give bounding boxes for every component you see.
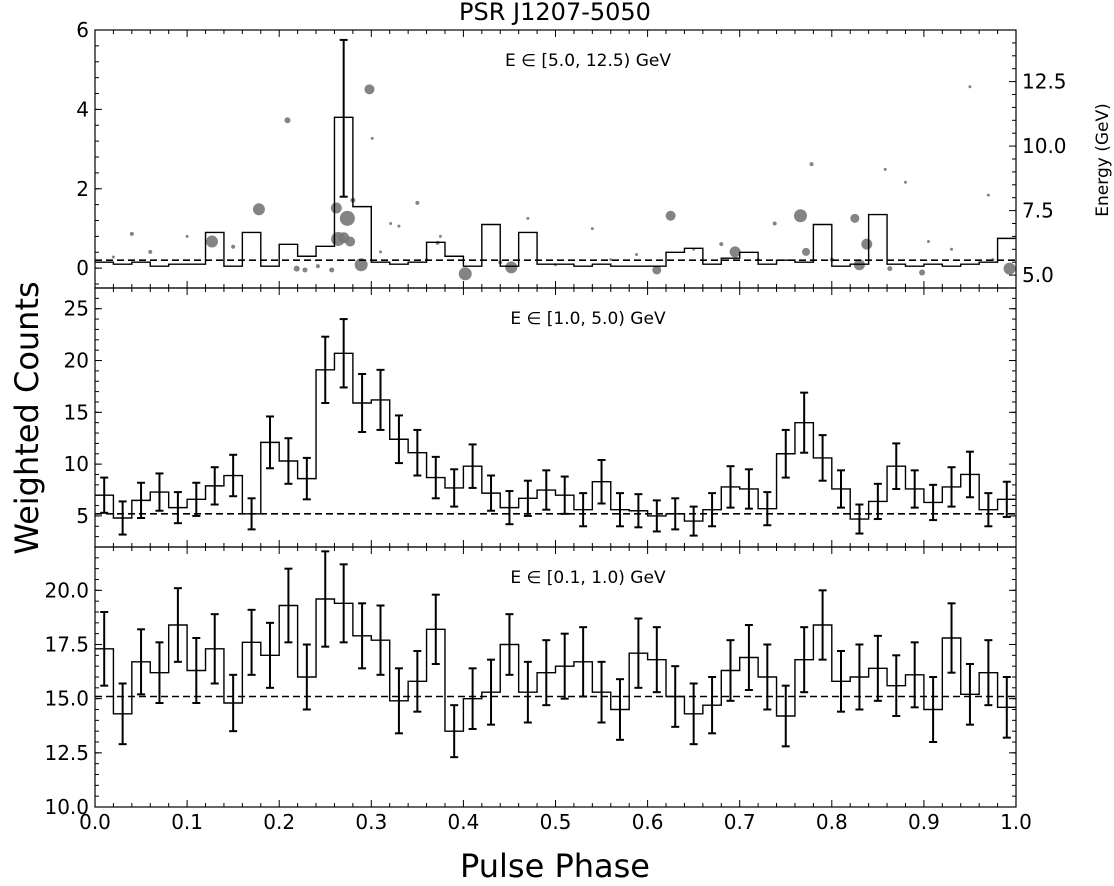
energy-band-annotation: E ∈ [0.1, 1.0) GeV xyxy=(510,568,666,588)
scatter-point xyxy=(719,242,724,247)
scatter-point xyxy=(609,258,613,262)
scatter-point xyxy=(850,213,860,223)
x-tick-label: 0.5 xyxy=(540,810,572,834)
y-tick-label: 20 xyxy=(64,349,89,373)
x-tick-label: 0.4 xyxy=(447,810,479,834)
scatter-point xyxy=(284,117,291,124)
energy-tick-label: 5.0 xyxy=(1022,263,1054,287)
scatter-point xyxy=(148,249,153,254)
scatter-point xyxy=(772,221,777,226)
scatter-point xyxy=(458,267,472,281)
energy-tick-label: 7.5 xyxy=(1022,199,1054,223)
y-axis-label: Weighted Counts xyxy=(8,281,46,554)
scatter-point xyxy=(950,247,954,251)
y-tick-label: 25 xyxy=(64,297,89,321)
scatter-point xyxy=(635,252,639,256)
scatter-point xyxy=(389,222,393,225)
x-axis-label: Pulse Phase xyxy=(460,847,650,885)
histogram-step-line xyxy=(95,116,1016,267)
scatter-point xyxy=(729,246,741,258)
scatter-point xyxy=(185,234,189,238)
y-tick-label: 10 xyxy=(64,452,89,476)
scatter-point xyxy=(111,255,115,259)
scatter-point xyxy=(415,200,420,205)
x-tick-label: 0.8 xyxy=(816,810,848,834)
scatter-point xyxy=(887,266,893,272)
scatter-point xyxy=(1003,262,1016,275)
y-tick-label: 10.0 xyxy=(44,795,89,819)
scatter-point xyxy=(968,85,972,89)
scatter-point xyxy=(438,234,442,238)
x-tick-label: 0.1 xyxy=(171,810,203,834)
scatter-point xyxy=(315,264,320,269)
scatter-point xyxy=(129,231,134,236)
panel-3: 10.0 12.5 15.0 17.5 20.0 0.0 0.1 0.2 0.3 0.4 0.5 0.… xyxy=(44,546,1032,834)
energy-band-annotation: E ∈ [5.0, 12.5) GeV xyxy=(505,51,671,71)
scatter-point xyxy=(231,244,236,249)
scatter-point xyxy=(883,167,887,171)
y-tick-label: 0 xyxy=(76,256,89,280)
scatter-point xyxy=(339,210,355,226)
panel-1: 0 2 4 6 5.0 7.5 10.0 12.5 E ∈ [5.0, 12.5) GeV xyxy=(76,18,1067,289)
scatter-point xyxy=(919,269,926,276)
scatter-point xyxy=(397,224,401,228)
scatter-point xyxy=(793,209,807,223)
scatter-point xyxy=(370,136,374,140)
x-tick-label: 0.9 xyxy=(908,810,940,834)
energy-tick-label: 10.0 xyxy=(1022,134,1067,158)
scatter-point xyxy=(505,261,518,274)
panel-2: 5 10 15 20 25 E ∈ [1.0, 5.0) GeV xyxy=(64,287,1017,548)
x-tick-label: 0.6 xyxy=(632,810,664,834)
scatter-point xyxy=(345,236,356,247)
scatter-point xyxy=(205,235,218,248)
scatter-point xyxy=(927,240,931,244)
scatter-point xyxy=(364,84,375,95)
scatter-point xyxy=(302,267,308,273)
y-tick-label: 4 xyxy=(76,97,89,121)
y-tick-label: 20.0 xyxy=(44,578,89,602)
scatter-point xyxy=(590,227,594,231)
scatter-point xyxy=(329,267,335,273)
scatter-point xyxy=(986,193,990,197)
scatter-point xyxy=(652,265,662,275)
x-tick-label: 1.0 xyxy=(1000,810,1032,834)
y-tick-label: 6 xyxy=(76,18,89,42)
y-tick-label: 2 xyxy=(76,177,89,201)
y-tick-label: 15.0 xyxy=(44,687,89,711)
x-tick-label: 0.7 xyxy=(724,810,756,834)
x-tick-label: 0.3 xyxy=(355,810,387,834)
x-tick-label: 0.2 xyxy=(263,810,295,834)
scatter-point xyxy=(802,247,811,256)
y-tick-label: 5 xyxy=(76,504,89,528)
energy-tick-label: 12.5 xyxy=(1022,70,1067,94)
scatter-point xyxy=(293,265,300,272)
scatter-point xyxy=(526,216,530,220)
scatter-point xyxy=(809,162,814,167)
figure-title: PSR J1207-5050 xyxy=(459,0,651,26)
scatter-point xyxy=(861,238,873,250)
right-axis-label: Energy (GeV) xyxy=(1093,103,1113,216)
y-tick-label: 17.5 xyxy=(44,633,89,657)
scatter-point xyxy=(379,250,383,254)
scatter-point xyxy=(330,202,342,214)
x-tick-label: 0.0 xyxy=(79,810,111,834)
scatter-point xyxy=(665,210,676,221)
scatter-point xyxy=(252,203,265,216)
y-tick-label: 15 xyxy=(64,400,89,424)
scatter-point xyxy=(903,180,907,184)
energy-band-annotation: E ∈ [1.0, 5.0) GeV xyxy=(510,309,666,329)
scatter-point xyxy=(354,258,368,272)
y-tick-label: 12.5 xyxy=(44,741,89,765)
panels-group: 0 2 4 6 5.0 7.5 10.0 12.5 E ∈ [5.0, 12.5) GeV 5 10… xyxy=(44,18,1066,834)
